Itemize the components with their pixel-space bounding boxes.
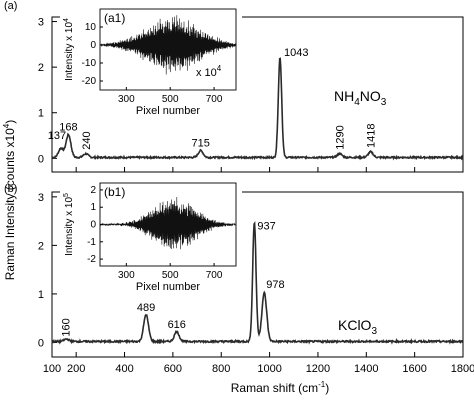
plot-frame	[51, 191, 464, 358]
inset-y-tick-label: 1	[90, 202, 96, 213]
compound-label: KClO3	[338, 317, 377, 337]
inset-y-tick-label: -10	[82, 58, 97, 69]
peak-label: 168	[59, 122, 77, 134]
y-tick-label: 1	[38, 108, 44, 120]
inset-x-tick-label: 300	[118, 94, 135, 105]
inset-label: (b1)	[104, 185, 125, 199]
inset-scale-note: x 104	[196, 64, 222, 79]
inset-y-tick-label: 2	[90, 185, 96, 196]
inset-background	[60, 6, 242, 119]
x-tick-label: 1800	[451, 363, 474, 375]
inset-plot: 300 500 700 2 1 0 -1 -2 (b1) Pixel number Intensit…	[60, 180, 242, 295]
shared-x-axis-label: Raman shift (cm-1)	[231, 380, 329, 395]
peak-label: 240	[81, 131, 93, 149]
inset-plot: 300 500 700 10 0 -10 -20 (a1) Pixel number Intens…	[60, 6, 242, 119]
peak-label: 978	[266, 279, 284, 291]
peak-label: 489	[137, 302, 155, 314]
inset-x-axis-label: Pixel number	[136, 281, 201, 293]
interferogram-line	[99, 15, 237, 75]
y-tick-label: 1	[38, 289, 44, 301]
plot-frame	[51, 16, 464, 173]
x-tick-label: 200	[67, 363, 85, 375]
x-tick-label: 1600	[402, 363, 426, 375]
x-tick-label: 600	[164, 363, 182, 375]
inset-label: (a1)	[104, 11, 125, 25]
inset-y-tick-label: -20	[82, 76, 97, 87]
inset-y-tick-label: -2	[87, 254, 96, 265]
inset-y-tick-label: 0	[90, 40, 96, 51]
inset-x-axis-label: Pixel number	[136, 105, 201, 117]
inset-y-tick-label: 0	[90, 220, 96, 231]
inset-x-tick-label: 300	[118, 270, 135, 281]
x-tick-label: 800	[212, 363, 230, 375]
peak-label: 937	[257, 221, 275, 233]
inset-x-tick-label: 700	[206, 270, 223, 281]
y-tick-label: 0	[38, 153, 44, 165]
peak-label: 1290	[335, 125, 347, 149]
peak-label: 1418	[366, 123, 378, 147]
y-tick-label: 3	[38, 192, 44, 204]
inset-x-tick-label: 700	[206, 94, 223, 105]
interferogram-line	[99, 196, 237, 250]
inset-frame	[99, 8, 237, 91]
inset-background	[60, 180, 242, 295]
x-tick-label: 100	[43, 363, 61, 375]
compound-label: NH4NO3	[334, 88, 387, 108]
panel-label: (a)	[4, 0, 17, 12]
inset-y-axis-label: Intensity x 104	[63, 18, 75, 81]
inset-x-tick-label: 500	[162, 270, 179, 281]
x-tick-label: 1000	[257, 363, 281, 375]
y-tick-label: 0	[38, 337, 44, 349]
spectrum-line	[51, 220, 464, 345]
y-tick-label: 3	[38, 17, 44, 29]
y-tick-label: 2	[38, 62, 44, 74]
inset-y-tick-label: 10	[85, 22, 97, 33]
inset-y-axis-label: Intensity x 105	[63, 193, 75, 256]
peak-label: 137	[48, 130, 66, 142]
x-tick-label: 400	[115, 363, 133, 375]
x-tick-label: 1400	[354, 363, 378, 375]
peak-label: 160	[61, 318, 73, 336]
panel-label: (b)	[4, 183, 17, 195]
x-tick-label: 1200	[306, 363, 330, 375]
peak-label: 1043	[284, 47, 308, 59]
spectrum-line	[51, 57, 464, 161]
peak-label: 715	[192, 138, 210, 150]
inset-x-tick-label: 500	[162, 94, 179, 105]
shared-y-axis-label: Raman Intensity (counts x104)	[2, 120, 17, 281]
inset-y-tick-label: -1	[87, 237, 96, 248]
peak-label: 616	[168, 319, 186, 331]
y-tick-label: 2	[38, 240, 44, 252]
